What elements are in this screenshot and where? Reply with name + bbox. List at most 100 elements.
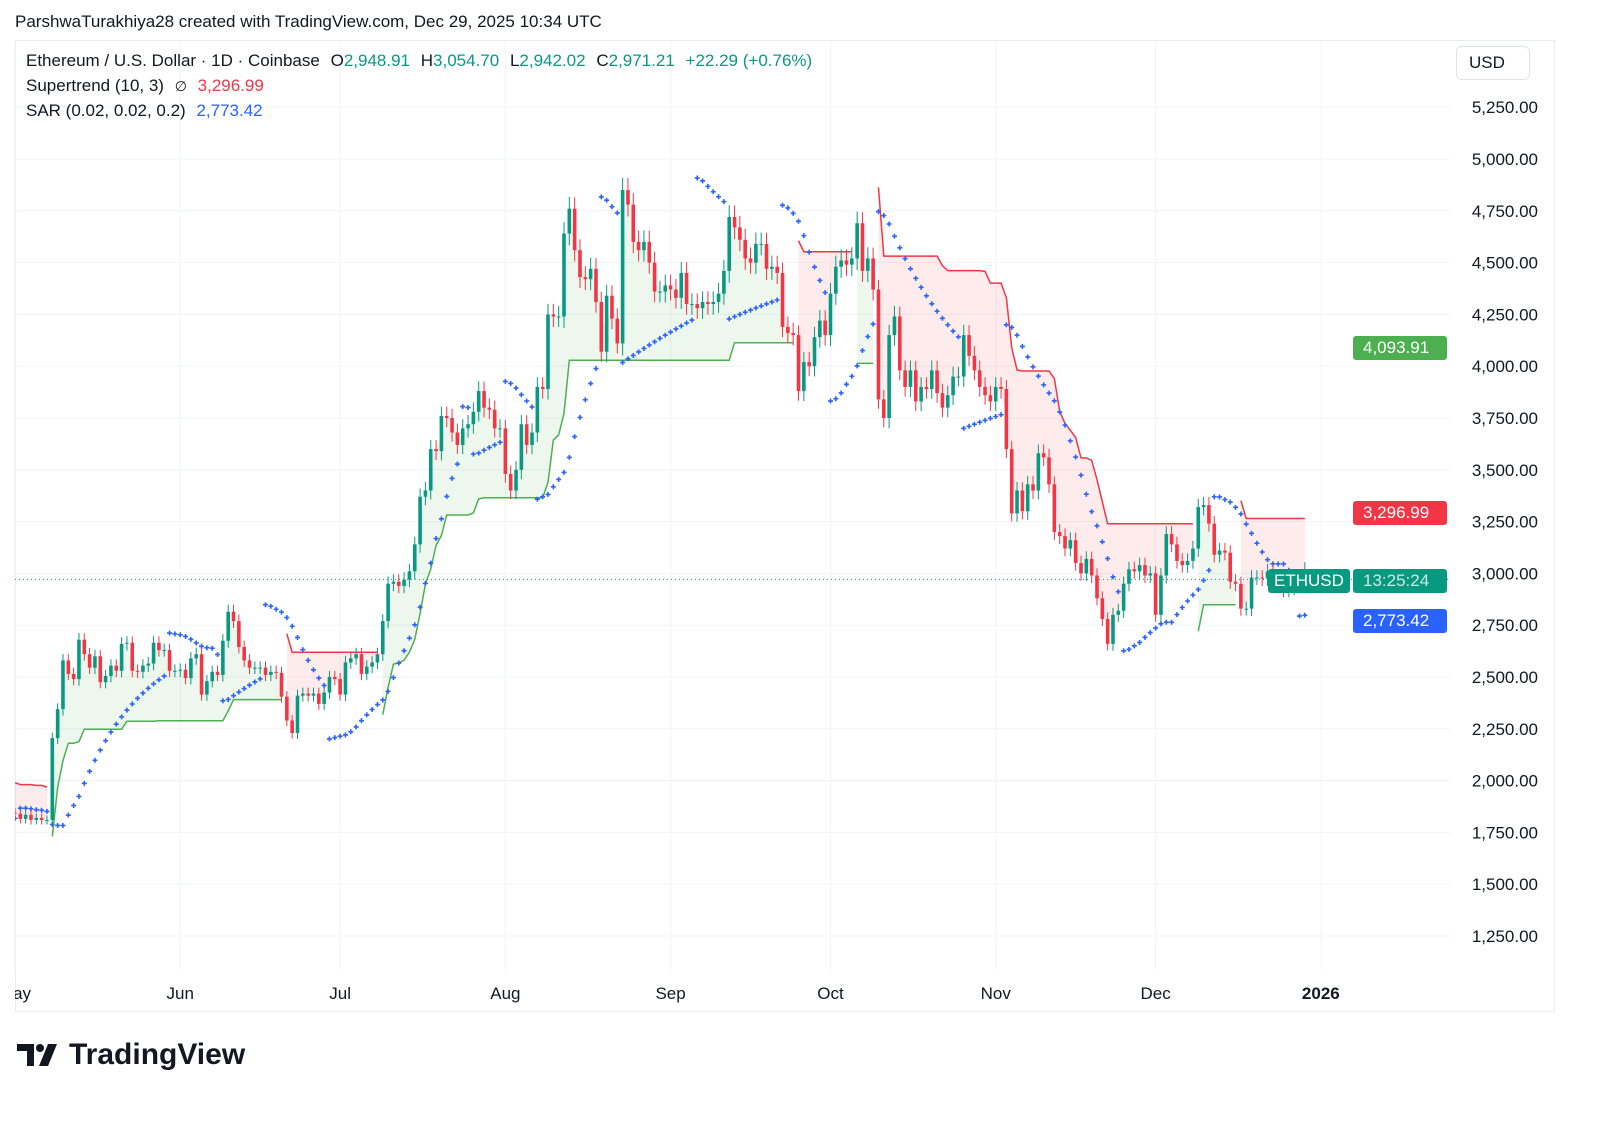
open-value: 2,948.91 bbox=[343, 51, 410, 70]
candle-body bbox=[508, 473, 513, 491]
tradingview-logo[interactable]: TradingView bbox=[17, 1038, 245, 1072]
sar-dot bbox=[790, 210, 796, 216]
sar-dot bbox=[1131, 643, 1137, 649]
sar-dot bbox=[1041, 382, 1047, 388]
candle-body bbox=[487, 407, 492, 410]
sar-dot bbox=[561, 469, 567, 475]
candle-body bbox=[258, 667, 262, 669]
supertrend-down-line bbox=[1240, 500, 1305, 520]
supertrend-down-fill bbox=[286, 633, 378, 727]
candle-body bbox=[178, 669, 183, 671]
sar-dot bbox=[348, 729, 354, 735]
sar-dot bbox=[513, 385, 519, 391]
supertrend-name: Supertrend (10, 3) bbox=[26, 76, 164, 95]
sar-dot bbox=[769, 299, 775, 305]
sar-dot bbox=[44, 808, 50, 814]
candle-body bbox=[1217, 550, 1222, 555]
hidden-icon[interactable]: ∅ bbox=[174, 78, 187, 94]
price-tick-label: 3,750.00 bbox=[1472, 409, 1538, 428]
candle-body bbox=[636, 241, 641, 251]
sar-dot bbox=[342, 732, 348, 738]
candle-body bbox=[135, 670, 140, 672]
candle-body bbox=[18, 813, 23, 819]
sar-dot bbox=[428, 560, 434, 566]
legend-supertrend[interactable]: Supertrend (10, 3) ∅ 3,296.99 bbox=[26, 76, 270, 96]
sar-dot bbox=[1126, 646, 1132, 652]
candle-body bbox=[450, 418, 454, 433]
sar-dot bbox=[1243, 521, 1249, 527]
candle-body bbox=[828, 293, 833, 336]
sar-dot bbox=[987, 415, 993, 421]
candle-body bbox=[855, 223, 859, 259]
candle-body bbox=[1089, 558, 1094, 576]
sar-dot bbox=[508, 380, 514, 386]
sar-dot bbox=[92, 757, 98, 763]
sar-dot bbox=[263, 602, 269, 608]
sar-dot bbox=[332, 735, 338, 741]
sar-dot bbox=[60, 822, 66, 828]
candle-body bbox=[993, 386, 998, 402]
candle-body bbox=[348, 658, 353, 663]
candle-body bbox=[972, 355, 977, 371]
candle-body bbox=[157, 642, 161, 651]
sar-dot bbox=[796, 218, 802, 224]
sar-dot bbox=[167, 630, 173, 636]
candle-body bbox=[908, 370, 913, 387]
sar-dot bbox=[748, 307, 754, 313]
candle-body bbox=[722, 270, 726, 294]
candle-body bbox=[695, 304, 700, 309]
sar-dot bbox=[417, 604, 423, 610]
candle-body bbox=[743, 239, 748, 259]
candle-body bbox=[674, 289, 678, 298]
candle-body bbox=[807, 362, 811, 367]
candle-body bbox=[1132, 569, 1137, 572]
sar-dot bbox=[1057, 409, 1063, 415]
sar-dot bbox=[481, 447, 487, 453]
price-tick-label: 2,000.00 bbox=[1472, 772, 1538, 791]
sar-dot bbox=[486, 444, 492, 450]
legend-sar[interactable]: SAR (0.02, 0.02, 0.2) 2,773.42 bbox=[26, 101, 269, 121]
sar-dot bbox=[1275, 561, 1281, 567]
supertrend-up-fill bbox=[1198, 506, 1236, 632]
sar-dot bbox=[1169, 619, 1175, 625]
candle-body bbox=[167, 650, 172, 671]
candle-body bbox=[844, 260, 849, 265]
sar-dot bbox=[534, 496, 540, 502]
sar-dot bbox=[1121, 648, 1127, 654]
candle-body bbox=[141, 665, 145, 672]
candle-body bbox=[1127, 569, 1131, 584]
sar-dot bbox=[1281, 561, 1287, 567]
candle-body bbox=[269, 671, 273, 675]
price-tick-label: 3,000.00 bbox=[1472, 564, 1538, 583]
sar-dot bbox=[545, 491, 551, 497]
candle-body bbox=[977, 370, 982, 387]
candle-body bbox=[285, 696, 289, 721]
candle-body bbox=[1025, 484, 1030, 512]
candle-body bbox=[716, 293, 721, 302]
sar-dot bbox=[859, 347, 865, 353]
sar-dot bbox=[945, 322, 951, 328]
candle-body bbox=[311, 693, 316, 696]
sar-dot bbox=[1227, 499, 1233, 505]
candle-body bbox=[780, 272, 785, 327]
low-value: 2,942.02 bbox=[519, 51, 586, 70]
sar-dot bbox=[710, 189, 716, 195]
sar-dot bbox=[1051, 398, 1057, 404]
candle-body bbox=[881, 399, 886, 418]
sar-dot bbox=[135, 695, 141, 701]
sar-dot bbox=[700, 178, 706, 184]
candle-body bbox=[1207, 505, 1211, 524]
supertrend-down-line bbox=[286, 633, 378, 654]
sar-dot bbox=[113, 721, 119, 727]
sar-dot bbox=[1137, 639, 1143, 645]
candle-body bbox=[503, 428, 508, 474]
candle-body bbox=[439, 415, 444, 452]
currency-button[interactable]: USD bbox=[1456, 46, 1530, 80]
candle-body bbox=[1073, 540, 1078, 564]
candle-body bbox=[871, 258, 875, 290]
symbol-title[interactable]: Ethereum / U.S. Dollar · 1D · Coinbase bbox=[26, 51, 320, 70]
sar-dot bbox=[881, 213, 887, 219]
price-label-supertrend: 3,296.99 bbox=[1353, 501, 1447, 525]
price-tick-label: 4,750.00 bbox=[1472, 202, 1538, 221]
